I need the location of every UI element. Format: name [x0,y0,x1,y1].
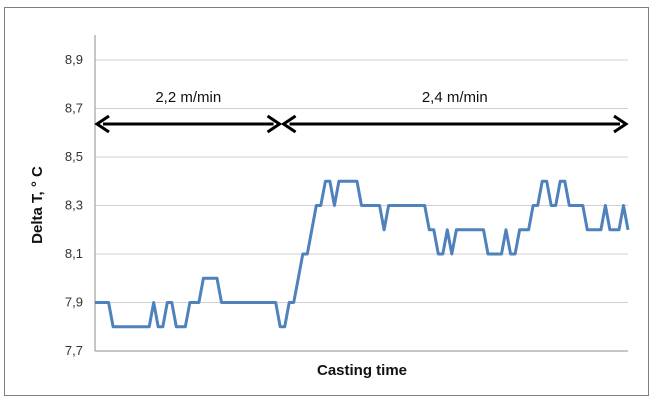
gridlines [94,35,628,352]
y-tick-label: 8,3 [65,198,83,213]
y-tick-label: 8,5 [65,149,83,164]
y-tick-label: 7,7 [65,343,83,358]
y-tick-label: 8,1 [65,246,83,261]
y-tick-label: 7,9 [65,295,83,310]
arrowhead [613,114,629,134]
x-axis-title: Casting time [317,362,407,379]
series-layer [95,179,630,329]
speed-range-label: 2,4 m/min [422,89,488,106]
speed-range-annotation: 2,2 m/min [94,89,283,134]
y-tick-labels: 7,7 7,9 8,1 8,3 8,5 8,7 8,9 [65,52,83,358]
arrowhead [266,114,283,134]
arrowhead [94,114,110,134]
chart-frame [4,7,649,396]
y-tick-label: 8,9 [65,52,83,67]
y-axis-title: Delta T, ° C [29,166,46,244]
annotations: 2,2 m/min 2,4 m/min [94,89,629,134]
y-tick-label: 8,7 [65,101,83,116]
speed-range-annotation: 2,4 m/min [280,89,629,134]
arrowhead [280,114,297,134]
speed-range-label: 2,2 m/min [155,89,221,106]
series-line [95,179,630,329]
